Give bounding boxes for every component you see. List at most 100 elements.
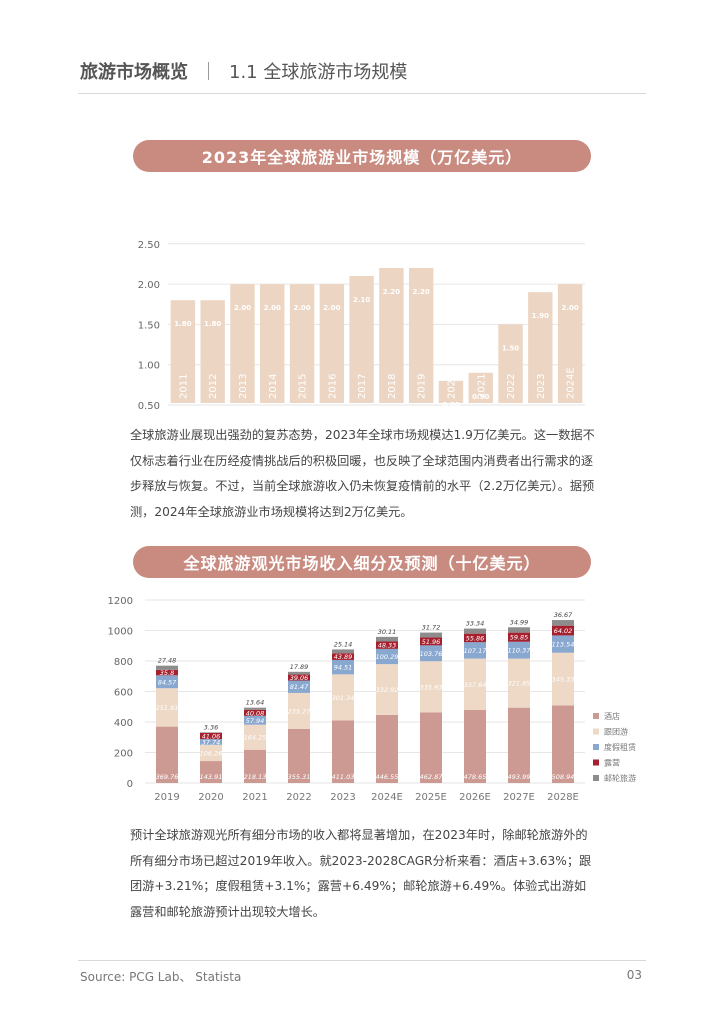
chart2-segment [156, 688, 178, 727]
chart2-data-label: 143.91 [200, 773, 223, 781]
chart1-bar [319, 284, 345, 403]
chart1-category-label: 2018 [387, 374, 398, 399]
footer-rule [78, 960, 646, 961]
chart2-legend-label: 邮轮旅游 [604, 773, 636, 783]
chart2-category-label: 2027E [503, 792, 535, 803]
chart1-value-label: 2.20 [413, 288, 430, 296]
chart1-value-label: 1.80 [204, 320, 221, 328]
paragraph-segment-forecast: 预计全球旅游观光所有细分市场的收入都将显著增加，在2023年时，除邮轮旅游外的所… [130, 828, 592, 919]
chart2-segment [552, 635, 574, 653]
chart2-data-label: 33.34 [466, 620, 485, 628]
chart2-segment [376, 636, 398, 642]
chart2-legend-label: 酒店 [604, 711, 620, 721]
chart2-segment-revenue: 020040060080010001200369.76251.8184.5735… [108, 596, 636, 803]
chart1-bar [468, 372, 493, 403]
chart1-category-label: 2012 [208, 374, 219, 399]
chart2-data-label: 41.06 [202, 732, 221, 740]
chart1-bar [379, 267, 404, 403]
chart2-segment [288, 674, 310, 681]
chart1-value-label: 1.80 [174, 320, 191, 328]
chart2-segment [156, 665, 178, 670]
subsection-title: 1.1 全球旅游市场规模 [229, 62, 408, 83]
chart2-segment [288, 692, 310, 729]
chart1-bar [170, 300, 196, 403]
chart2-segment [376, 648, 398, 665]
chart2-category-label: 2025E [415, 792, 447, 803]
chart1-category-label: 2011 [178, 374, 189, 399]
chart2-data-label: 25.14 [334, 640, 353, 648]
chart2-segment [552, 620, 574, 626]
chart2-category-label: 2021 [242, 792, 267, 803]
chart1-category-label: 2016 [327, 374, 338, 399]
chart2-data-label: 508.94 [552, 773, 575, 781]
chart2-data-label: 81.47 [290, 683, 309, 691]
header-divider [208, 62, 209, 80]
chart2-data-label: 103.76 [420, 650, 443, 658]
chart2-category-label: 2022 [286, 792, 311, 803]
chart2-segment [552, 625, 574, 636]
paragraph-market-size: 全球旅游业展现出强劲的复苏态势，2023年全球市场规模达1.9万亿美元。这一数据… [130, 428, 595, 519]
chart1-bar [528, 292, 553, 403]
chart1-category-label: 2019 [417, 374, 428, 399]
chart2-ytick-label: 0 [127, 779, 133, 790]
chart1-value-label: 2.00 [561, 304, 578, 312]
chart2-segment [464, 628, 486, 634]
chart2-segment [156, 675, 178, 689]
chart1-bar [498, 324, 523, 403]
chart1-category-label: 2023 [536, 374, 547, 399]
chart2-segment [244, 715, 266, 725]
chart2-segment [376, 641, 398, 649]
chart1-value-label: 1.90 [532, 312, 549, 320]
chart2-data-label: 355.31 [288, 773, 311, 781]
chart2-segment [288, 671, 310, 675]
chart2-data-label: 39.06 [290, 674, 309, 682]
chart2-data-label: 107.17 [464, 647, 488, 655]
chart1-market-size: 0.50 1.00 1.50 2.00 2.50 1.80 2011 1.80 2012 2.00… [138, 240, 585, 412]
chart2-category-label: 2019 [154, 792, 179, 803]
chart2-data-label: 37.74 [202, 738, 221, 746]
chart2-banner: 全球旅游观光市场收入细分及预测（十亿美元） [133, 546, 591, 578]
chart1-banner: 2023年全球旅游业市场规模（万亿美元） [133, 140, 591, 172]
chart1-ytick-label: 2.50 [138, 240, 160, 251]
chart2-data-label: 64.02 [554, 627, 573, 635]
chart2-segment [200, 739, 222, 745]
chart2-legend-swatch [593, 759, 599, 766]
chart1-bar [438, 380, 464, 403]
chart2-data-label: 84.57 [158, 678, 177, 686]
chart1-bar [260, 284, 285, 403]
chart2-data-label: 337.64 [464, 681, 487, 689]
chart2-data-label: 36.67 [554, 611, 573, 619]
chart2-segment [244, 707, 266, 710]
chart2-segment [420, 632, 442, 638]
chart2-data-label: 17.89 [290, 663, 309, 671]
chart2-segment [464, 642, 486, 659]
source-note: Source: PCG Lab、 Statista [80, 970, 242, 984]
chart2-data-label: 301.34 [332, 694, 355, 702]
chart2-data-label: 35.8 [160, 669, 174, 677]
chart2-segment [200, 761, 222, 783]
chart2-segment [464, 658, 486, 711]
chart2-segment [508, 641, 530, 659]
chart1-value-label: 2.10 [353, 296, 370, 304]
chart1-ytick-label: 1.50 [138, 320, 160, 331]
chart2-data-label: 106.26 [200, 749, 223, 757]
chart2-data-label: 3.36 [204, 723, 218, 731]
chart2-segment [508, 632, 530, 642]
chart2-data-label: 446.55 [376, 773, 399, 781]
chart2-data-label: 43.89 [334, 653, 353, 661]
chart2-segment [376, 664, 398, 715]
chart2-segment [552, 705, 574, 783]
chart2-segment [288, 728, 310, 783]
chart2-segment [332, 653, 354, 660]
chart2-category-label: 2024E [371, 792, 403, 803]
chart2-data-label: 48.33 [378, 642, 397, 650]
chart1-bar [200, 300, 225, 403]
chart1-category-label: 2015 [298, 374, 309, 399]
chart2-data-label: 478.65 [464, 773, 487, 781]
chart1-category-label: 2013 [238, 374, 249, 399]
chart2-ytick-label: 1000 [108, 627, 133, 638]
chart2-data-label: 462.87 [420, 773, 444, 781]
chart2-ytick-label: 600 [114, 688, 133, 699]
chart1-category-label: 2014 [268, 374, 279, 399]
chart2-data-label: 100.29 [376, 653, 399, 661]
